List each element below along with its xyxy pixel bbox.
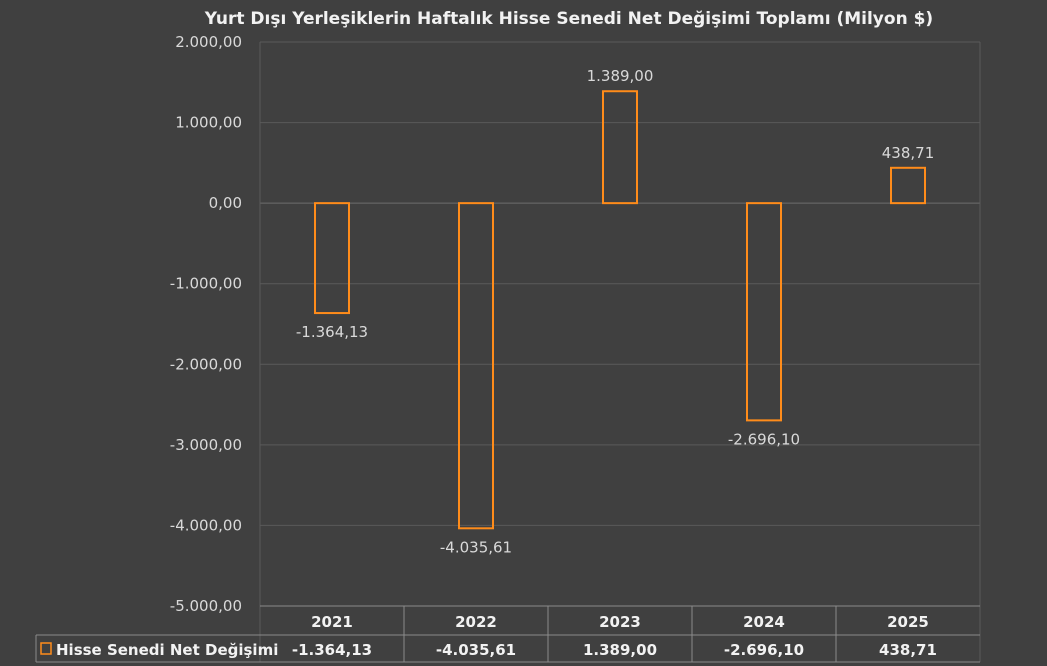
data-labels: -1.364,13 -4.035,61 1.389,00 -2.696,10 438,7…	[296, 67, 934, 556]
chart-title: Yurt Dışı Yerleşiklerin Haftalık Hisse S…	[204, 9, 933, 29]
y-tick-label: -1.000,00	[170, 275, 242, 293]
bar	[746, 202, 782, 422]
data-label: 438,71	[882, 144, 935, 162]
y-tick-label: 0,00	[209, 194, 242, 212]
gridlines	[259, 41, 981, 662]
x-tick-label: 2022	[455, 613, 497, 631]
x-tick-label: 2025	[887, 613, 929, 631]
table-cell-value: -2.696,10	[724, 641, 804, 659]
data-table: 2021 -1.364,13 2022 -4.035,61 2023 1.389,00 20…	[35, 605, 980, 663]
bar	[602, 90, 638, 205]
bar	[458, 202, 494, 530]
x-tick-label: 2023	[599, 613, 641, 631]
x-tick-label: 2021	[311, 613, 353, 631]
y-tick-label: -3.000,00	[170, 436, 242, 454]
bars	[314, 90, 926, 530]
y-tick-label: -2.000,00	[170, 355, 242, 373]
y-tick-label: -5.000,00	[170, 597, 242, 615]
legend-key	[40, 642, 52, 655]
table-cell-value: -4.035,61	[436, 641, 516, 659]
table-cell-value: 1.389,00	[583, 641, 657, 659]
x-tick-label: 2024	[743, 613, 785, 631]
bar	[890, 166, 926, 205]
table-cell-value: 438,71	[879, 641, 937, 659]
y-tick-label: 1.000,00	[175, 114, 242, 132]
bar	[314, 202, 350, 315]
y-tick-label: 2.000,00	[175, 33, 242, 51]
y-tick-label: -4.000,00	[170, 516, 242, 534]
data-label: -2.696,10	[728, 430, 800, 448]
data-label: 1.389,00	[587, 67, 654, 85]
y-axis: 2.000,00 1.000,00 0,00 -1.000,00 -2.000,00 -3…	[170, 33, 242, 615]
data-label: -1.364,13	[296, 323, 368, 341]
table-cell-value: -1.364,13	[292, 641, 372, 659]
legend-series-name: Hisse Senedi Net Değişimi	[56, 641, 278, 659]
data-label: -4.035,61	[440, 538, 512, 556]
